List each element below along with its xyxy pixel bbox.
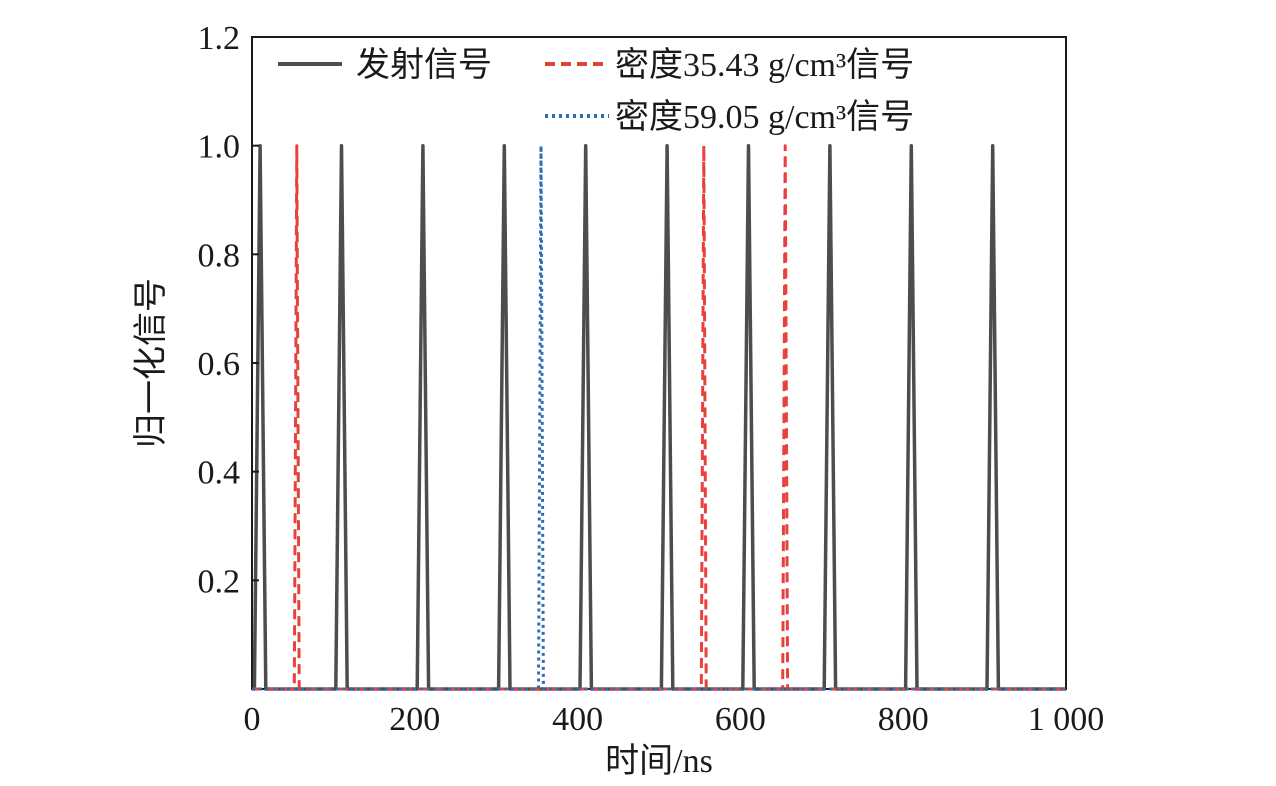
- legend-label-density-59: 密度59.05 g/cm³信号: [615, 98, 914, 136]
- series-line-2: [252, 144, 1066, 691]
- ticks-layer: 0 200 400 600 800 1 000 0.2 0.4 0.6 0.8 1.0 1.2: [198, 20, 1105, 738]
- y-tick-label: 0.2: [198, 563, 241, 600]
- legend: 发射信号 密度35.43 g/cm³信号 密度59.05 g/cm³信号: [278, 46, 914, 136]
- y-tick-label: 1.0: [198, 129, 241, 166]
- y-tick-label: 0.8: [198, 237, 241, 274]
- x-tick-label: 200: [389, 701, 440, 738]
- x-axis-title: 时间/ns: [605, 743, 713, 780]
- series-layer: [252, 143, 1066, 691]
- y-tick-label: 1.2: [198, 20, 241, 57]
- x-tick-label: 800: [878, 701, 929, 738]
- series-line-0: [252, 143, 1066, 691]
- series-line-1: [252, 144, 1066, 691]
- y-tick-label: 0.4: [198, 455, 241, 492]
- legend-label-emitted: 发射信号: [356, 46, 492, 84]
- x-tick-label: 1 000: [1028, 701, 1105, 738]
- x-tick-label: 400: [552, 701, 603, 738]
- y-tick-label: 0.6: [198, 346, 241, 383]
- x-tick-label: 0: [244, 701, 261, 738]
- x-tick-label: 600: [715, 701, 766, 738]
- y-axis-title: 归一化信号: [132, 278, 170, 448]
- legend-label-density-35: 密度35.43 g/cm³信号: [615, 46, 914, 84]
